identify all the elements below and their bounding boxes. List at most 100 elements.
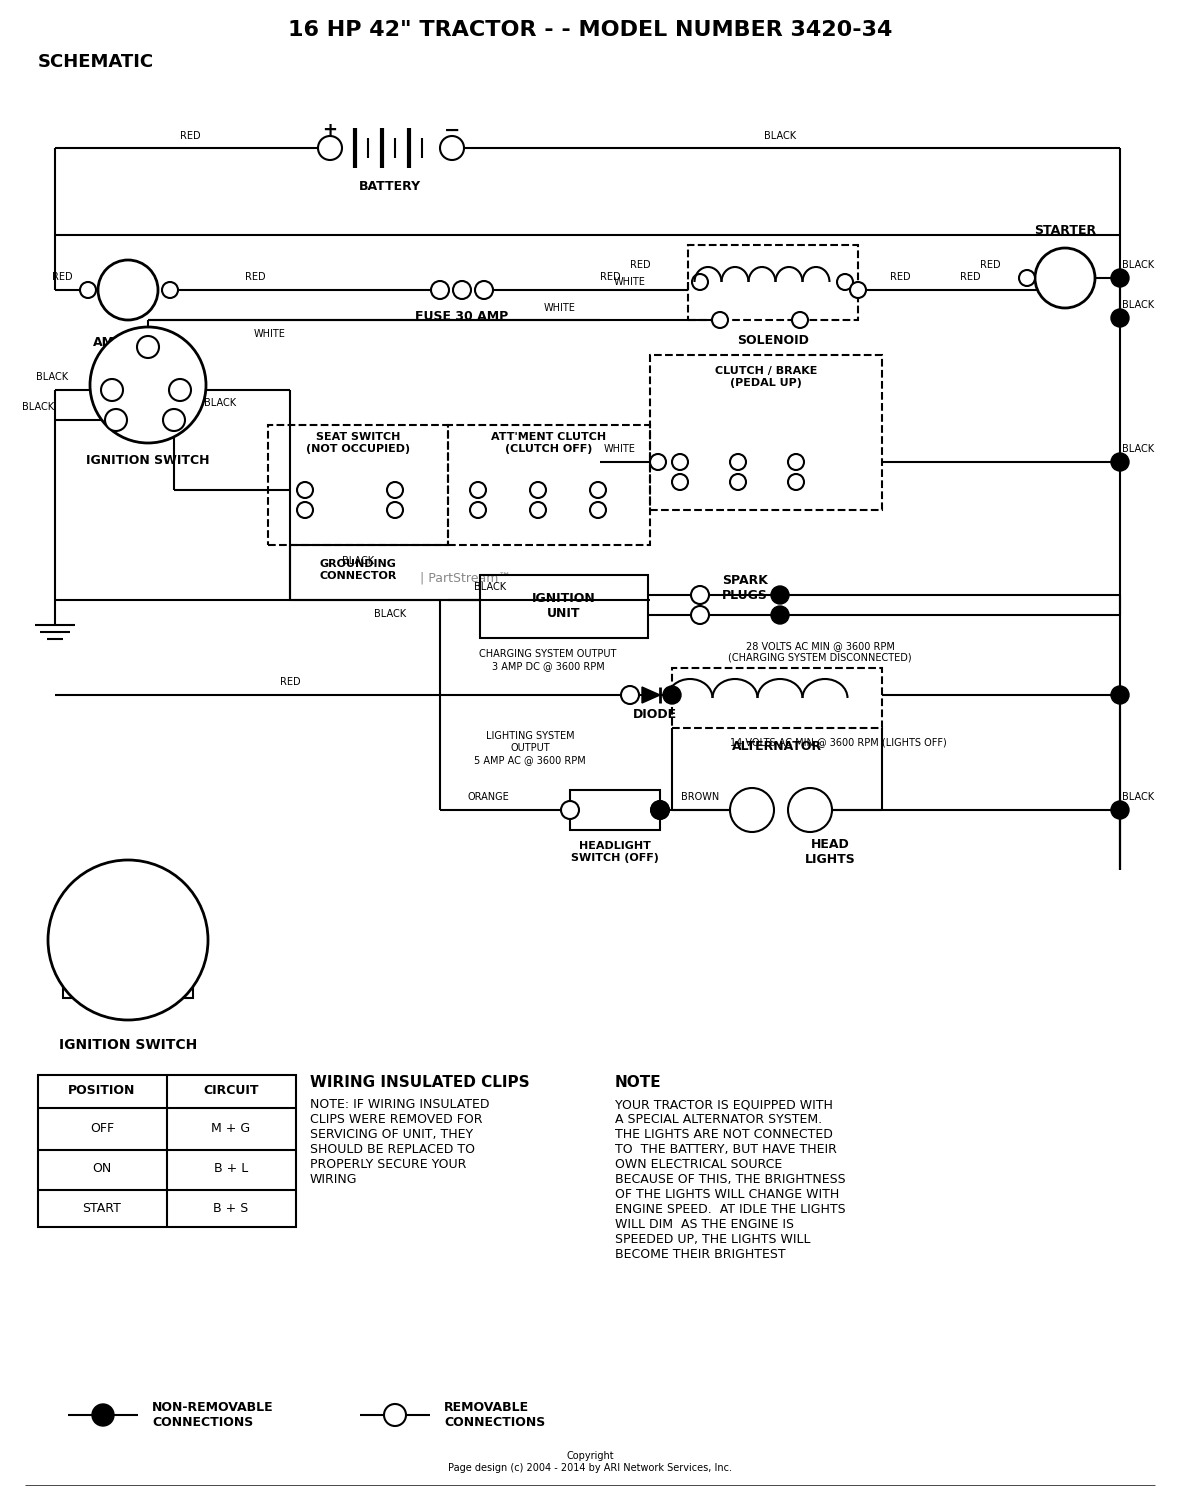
- Bar: [60, 930, 86, 951]
- Bar: [480, 575, 648, 638]
- Circle shape: [92, 1404, 114, 1426]
- Circle shape: [162, 282, 178, 298]
- Text: SCHEMATIC: SCHEMATIC: [38, 54, 155, 72]
- Circle shape: [663, 685, 681, 703]
- Text: HEAD
LIGHTS: HEAD LIGHTS: [805, 837, 856, 866]
- Text: IGNITION SWITCH: IGNITION SWITCH: [86, 453, 210, 466]
- Text: GROUNDING
CONNECTOR: GROUNDING CONNECTOR: [320, 559, 396, 581]
- Text: LIGHTING SYSTEM
OUTPUT
5 AMP AC @ 3600 RPM: LIGHTING SYSTEM OUTPUT 5 AMP AC @ 3600 R…: [474, 732, 586, 764]
- Text: RED: RED: [244, 273, 266, 282]
- Text: RED: RED: [179, 131, 201, 142]
- Text: CLUTCH / BRAKE
(PEDAL UP): CLUTCH / BRAKE (PEDAL UP): [715, 367, 818, 387]
- Text: M + G: M + G: [211, 1122, 250, 1134]
- Circle shape: [476, 282, 493, 299]
- Circle shape: [590, 481, 607, 498]
- Text: WHITE: WHITE: [614, 277, 645, 288]
- Text: NOTE: NOTE: [615, 1074, 662, 1091]
- Circle shape: [730, 788, 774, 831]
- Circle shape: [1112, 453, 1129, 471]
- Circle shape: [440, 136, 464, 159]
- Text: AMMETER: AMMETER: [93, 335, 163, 349]
- Text: 16 HP 42" TRACTOR - - MODEL NUMBER 3420-34: 16 HP 42" TRACTOR - - MODEL NUMBER 3420-…: [288, 19, 892, 40]
- Text: | PartStream™: | PartStream™: [420, 572, 511, 584]
- Circle shape: [105, 408, 127, 431]
- Circle shape: [730, 454, 746, 469]
- Text: RED: RED: [52, 273, 72, 282]
- Text: BLACK: BLACK: [204, 398, 236, 408]
- Circle shape: [792, 311, 808, 328]
- Text: SEAT SWITCH
(NOT OCCUPIED): SEAT SWITCH (NOT OCCUPIED): [306, 432, 411, 454]
- Circle shape: [470, 481, 486, 498]
- Text: HEADLIGHT
SWITCH (OFF): HEADLIGHT SWITCH (OFF): [571, 842, 658, 863]
- Text: S: S: [144, 343, 152, 352]
- Circle shape: [712, 311, 728, 328]
- Text: BLACK: BLACK: [1122, 793, 1154, 802]
- Circle shape: [169, 378, 191, 401]
- Circle shape: [48, 860, 208, 1021]
- Circle shape: [730, 474, 746, 490]
- Circle shape: [691, 606, 709, 624]
- Text: WHITE: WHITE: [604, 444, 636, 454]
- Text: CIRCUIT: CIRCUIT: [203, 1085, 258, 1098]
- Polygon shape: [642, 687, 660, 703]
- Text: M: M: [175, 384, 185, 395]
- Circle shape: [590, 502, 607, 519]
- Circle shape: [771, 586, 789, 603]
- Text: ORANGE: ORANGE: [467, 793, 509, 802]
- Text: A: A: [120, 280, 136, 299]
- Circle shape: [297, 502, 313, 519]
- Text: ATT'MENT CLUTCH
(CLUTCH OFF): ATT'MENT CLUTCH (CLUTCH OFF): [491, 432, 607, 454]
- Text: ON: ON: [92, 1162, 112, 1174]
- Text: START: START: [83, 1201, 122, 1214]
- Text: RED: RED: [599, 273, 621, 282]
- Circle shape: [431, 282, 450, 299]
- Text: BLACK: BLACK: [374, 609, 406, 618]
- Text: STARTER: STARTER: [1034, 224, 1096, 237]
- Circle shape: [691, 586, 709, 603]
- Text: CHARGING SYSTEM OUTPUT
3 AMP DC @ 3600 RPM: CHARGING SYSTEM OUTPUT 3 AMP DC @ 3600 R…: [479, 650, 617, 670]
- Text: NON-REMOVABLE
CONNECTIONS: NON-REMOVABLE CONNECTIONS: [152, 1401, 274, 1429]
- Text: IGNITION SWITCH: IGNITION SWITCH: [59, 1039, 197, 1052]
- Circle shape: [530, 502, 546, 519]
- Circle shape: [1020, 270, 1035, 286]
- Text: Copyright
Page design (c) 2004 - 2014 by ARI Network Services, Inc.: Copyright Page design (c) 2004 - 2014 by…: [448, 1451, 732, 1472]
- Text: ALTERNATOR: ALTERNATOR: [732, 739, 822, 752]
- Bar: [671, 668, 881, 729]
- Text: RED: RED: [890, 273, 910, 282]
- Text: IGNITION
UNIT: IGNITION UNIT: [532, 592, 596, 620]
- Bar: [38, 1074, 296, 1226]
- Text: SOLENOID: SOLENOID: [738, 334, 809, 347]
- Circle shape: [90, 326, 206, 443]
- Circle shape: [650, 454, 666, 469]
- Text: B: B: [107, 384, 116, 395]
- Circle shape: [788, 474, 804, 490]
- Circle shape: [387, 481, 404, 498]
- Circle shape: [384, 1404, 406, 1426]
- Bar: [268, 425, 448, 545]
- Text: WHITE: WHITE: [254, 329, 286, 340]
- Circle shape: [1112, 308, 1129, 326]
- Text: −: −: [444, 121, 460, 140]
- Text: S: S: [178, 934, 188, 946]
- Text: +: +: [322, 121, 337, 139]
- Circle shape: [621, 685, 640, 703]
- Circle shape: [651, 802, 669, 820]
- Circle shape: [1112, 685, 1129, 703]
- Circle shape: [837, 274, 853, 291]
- Text: RED: RED: [630, 259, 650, 270]
- Text: 28 VOLTS AC MIN @ 3600 RPM
(CHARGING SYSTEM DISCONNECTED): 28 VOLTS AC MIN @ 3600 RPM (CHARGING SYS…: [728, 641, 912, 663]
- Text: B + L: B + L: [214, 1162, 248, 1174]
- Circle shape: [671, 474, 688, 490]
- Text: BLACK: BLACK: [1122, 299, 1154, 310]
- Circle shape: [771, 606, 789, 624]
- Text: FUSE 30 AMP: FUSE 30 AMP: [415, 310, 509, 322]
- Text: G: G: [111, 416, 120, 425]
- Circle shape: [1035, 247, 1095, 308]
- Text: BLACK: BLACK: [474, 583, 506, 592]
- Text: RED: RED: [959, 273, 981, 282]
- Text: RED: RED: [280, 676, 301, 687]
- Text: M: M: [1055, 268, 1075, 288]
- Circle shape: [530, 481, 546, 498]
- Circle shape: [1112, 270, 1129, 288]
- Circle shape: [317, 136, 342, 159]
